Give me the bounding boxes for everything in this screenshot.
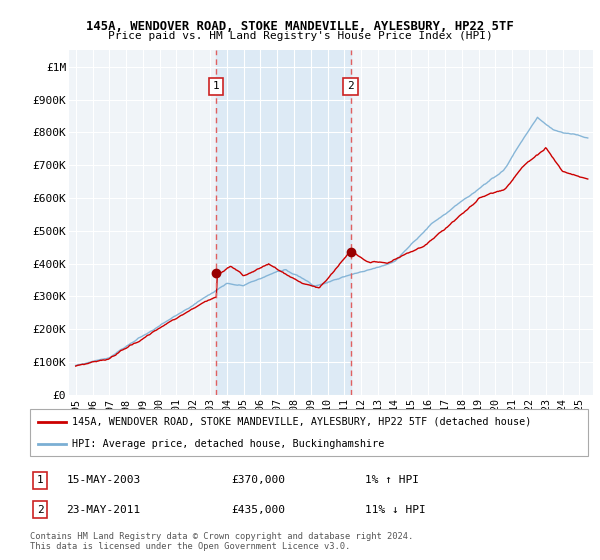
Text: £435,000: £435,000 [231,505,285,515]
Text: 1% ↑ HPI: 1% ↑ HPI [365,475,419,486]
Text: Contains HM Land Registry data © Crown copyright and database right 2024.
This d: Contains HM Land Registry data © Crown c… [30,532,413,552]
Text: 2: 2 [347,82,354,91]
Text: 145A, WENDOVER ROAD, STOKE MANDEVILLE, AYLESBURY, HP22 5TF: 145A, WENDOVER ROAD, STOKE MANDEVILLE, A… [86,20,514,32]
Text: 1: 1 [213,82,220,91]
FancyBboxPatch shape [30,409,588,456]
Text: 145A, WENDOVER ROAD, STOKE MANDEVILLE, AYLESBURY, HP22 5TF (detached house): 145A, WENDOVER ROAD, STOKE MANDEVILLE, A… [72,417,531,427]
Text: 1: 1 [37,475,43,486]
Text: HPI: Average price, detached house, Buckinghamshire: HPI: Average price, detached house, Buck… [72,438,384,449]
Text: 15-MAY-2003: 15-MAY-2003 [66,475,140,486]
Text: 2: 2 [37,505,43,515]
Text: 23-MAY-2011: 23-MAY-2011 [66,505,140,515]
Text: £370,000: £370,000 [231,475,285,486]
Bar [216,50,351,395]
Text: 11% ↓ HPI: 11% ↓ HPI [365,505,425,515]
Text: Price paid vs. HM Land Registry's House Price Index (HPI): Price paid vs. HM Land Registry's House … [107,31,493,41]
